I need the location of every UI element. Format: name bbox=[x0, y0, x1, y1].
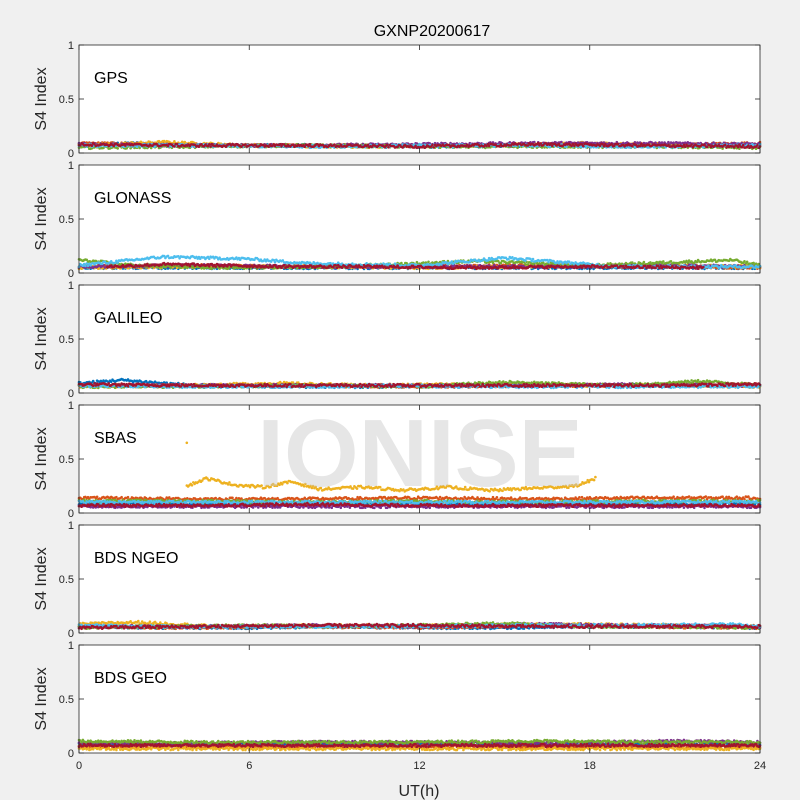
data-point bbox=[756, 144, 759, 147]
data-point bbox=[560, 140, 563, 144]
y-tick-label: 0.5 bbox=[59, 94, 74, 106]
data-point bbox=[175, 142, 179, 146]
data-point bbox=[209, 145, 212, 148]
y-tick-label: 0 bbox=[68, 148, 74, 160]
data-point bbox=[173, 145, 176, 148]
plot-area bbox=[79, 45, 760, 153]
data-point bbox=[667, 140, 670, 144]
data-point bbox=[582, 144, 585, 148]
data-point bbox=[386, 143, 389, 147]
data-point bbox=[549, 142, 553, 145]
data-point bbox=[723, 143, 727, 147]
data-point bbox=[308, 143, 312, 146]
data-point bbox=[90, 144, 94, 147]
data-point bbox=[616, 142, 620, 146]
data-point bbox=[432, 146, 436, 149]
figure-title: GXNP20200617 bbox=[374, 23, 491, 40]
y-tick-label: 1 bbox=[68, 40, 74, 52]
data-point bbox=[366, 143, 370, 147]
panel-gps: 0 0.5 1 S4 Index GPS bbox=[33, 40, 762, 160]
constellation-label: GPS bbox=[94, 70, 128, 87]
data-point bbox=[741, 143, 745, 147]
data-point bbox=[157, 139, 161, 143]
data-points bbox=[77, 139, 762, 151]
data-point bbox=[533, 140, 536, 144]
data-point bbox=[431, 143, 434, 147]
y-axis-label: S4 Index bbox=[33, 67, 50, 130]
data-point bbox=[526, 144, 530, 147]
data-point bbox=[387, 146, 390, 149]
data-point bbox=[116, 147, 119, 150]
data-point bbox=[690, 143, 693, 146]
